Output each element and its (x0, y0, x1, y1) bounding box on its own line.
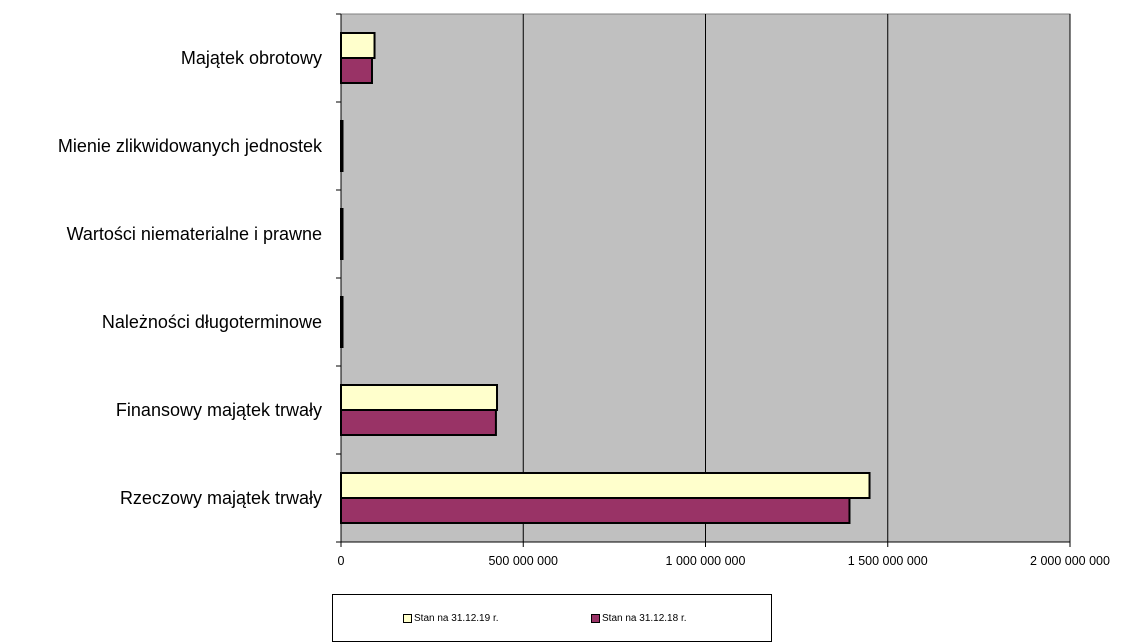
legend-label-2019: Stan na 31.12.19 r. (414, 613, 499, 624)
legend-swatch-2019 (403, 614, 412, 623)
legend-item-2018: Stan na 31.12.18 r. (591, 613, 687, 624)
bar-2019 (340, 384, 499, 411)
x-tick-label: 500 000 000 (488, 554, 558, 568)
bar-2018 (340, 497, 851, 524)
legend-item-2019: Stan na 31.12.19 r. (403, 613, 499, 624)
axes (336, 13, 1071, 547)
legend-label-2018: Stan na 31.12.18 r. (602, 613, 687, 624)
category-label: Należności długoterminowe (102, 312, 322, 332)
category-labels: Majątek obrotowy Mienie zlikwidowanych je… (58, 48, 323, 508)
category-label: Majątek obrotowy (181, 48, 322, 68)
x-tick-label: 1 500 000 000 (848, 554, 928, 568)
bar-2019 (340, 472, 871, 499)
x-tick-labels: 0 500 000 000 1 000 000 000 1 500 000 000 2 … (338, 554, 1110, 568)
bar-2018 (340, 409, 497, 436)
category-label: Finansowy majątek trwały (116, 400, 322, 420)
gridlines (522, 14, 1071, 542)
legend-swatch-2018 (591, 614, 600, 623)
bar-chart: Majątek obrotowy Mienie zlikwidowanych je… (58, 13, 1110, 568)
bar-2018 (340, 57, 373, 84)
category-label: Wartości niematerialne i prawne (67, 224, 322, 244)
legend: Stan na 31.12.19 r. Stan na 31.12.18 r. (332, 594, 772, 642)
category-label: Rzeczowy majątek trwały (120, 488, 322, 508)
bar-2019 (340, 32, 376, 59)
category-label: Mienie zlikwidowanych jednostek (58, 136, 323, 156)
x-tick-label: 2 000 000 000 (1030, 554, 1110, 568)
x-tick-label: 1 000 000 000 (666, 554, 746, 568)
x-tick-label: 0 (338, 554, 345, 568)
